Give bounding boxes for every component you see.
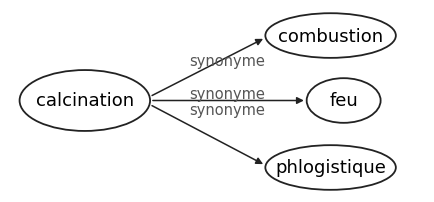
Ellipse shape (265, 145, 395, 190)
Text: feu: feu (329, 92, 357, 110)
Text: combustion: combustion (277, 27, 382, 45)
Text: synonyme: synonyme (189, 103, 264, 118)
Text: calcination: calcination (36, 92, 134, 110)
Text: phlogistique: phlogistique (275, 159, 385, 177)
Ellipse shape (265, 14, 395, 59)
Text: synonyme: synonyme (189, 54, 264, 69)
Ellipse shape (20, 71, 150, 131)
Ellipse shape (306, 79, 380, 123)
Text: synonyme: synonyme (189, 86, 264, 101)
